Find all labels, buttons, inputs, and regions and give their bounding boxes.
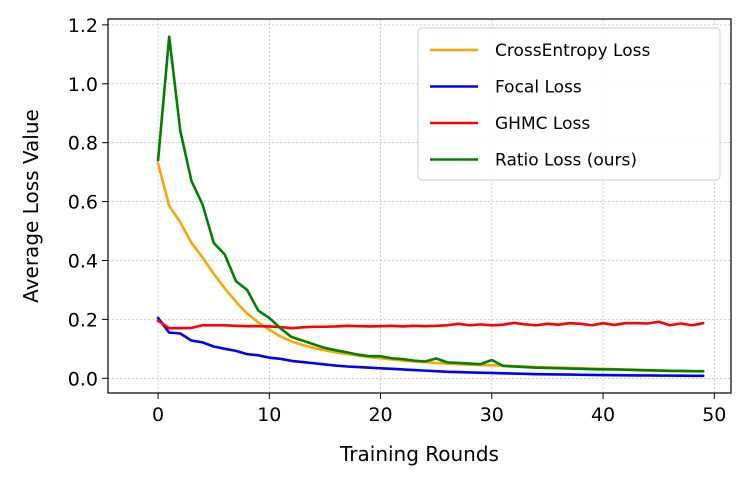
y-tick-label: 1.0 [68,74,98,96]
x-axis-ticks: 0 10 20 30 40 50 [152,393,726,426]
y-tick-label: 1.2 [68,15,98,37]
y-tick-label: 0.6 [68,192,98,214]
x-axis-label: Training Rounds [339,442,499,466]
legend: CrossEntropy Loss Focal Loss GHMC Loss Rati… [417,27,721,181]
legend-frame [417,27,721,181]
legend-label: GHMC Loss [495,114,590,134]
y-tick-label: 0.2 [68,309,98,331]
y-tick-label: 0.8 [68,133,98,155]
legend-label: Ratio Loss (ours) [495,151,637,171]
plot-frame [107,18,732,394]
x-tick-label: 30 [480,404,504,426]
x-tick-label: 10 [257,404,281,426]
series-line-2 [156,319,705,330]
legend-label: CrossEntropy Loss [495,41,650,61]
series-lines [156,35,705,378]
y-axis-label: Average Loss Value [19,109,43,303]
y-tick-label: 0.4 [68,250,98,272]
y-axis-ticks: 0.0 0.2 0.4 0.6 0.8 1.0 1.2 [68,15,108,390]
x-tick-label: 20 [368,404,392,426]
series-line-1 [156,316,705,378]
x-tick-label: 50 [702,404,726,426]
x-tick-label: 0 [152,404,164,426]
series-line-3 [156,35,705,373]
legend-label: Focal Loss [495,78,582,98]
x-tick-label: 40 [591,404,615,426]
y-tick-label: 0.0 [68,368,98,390]
